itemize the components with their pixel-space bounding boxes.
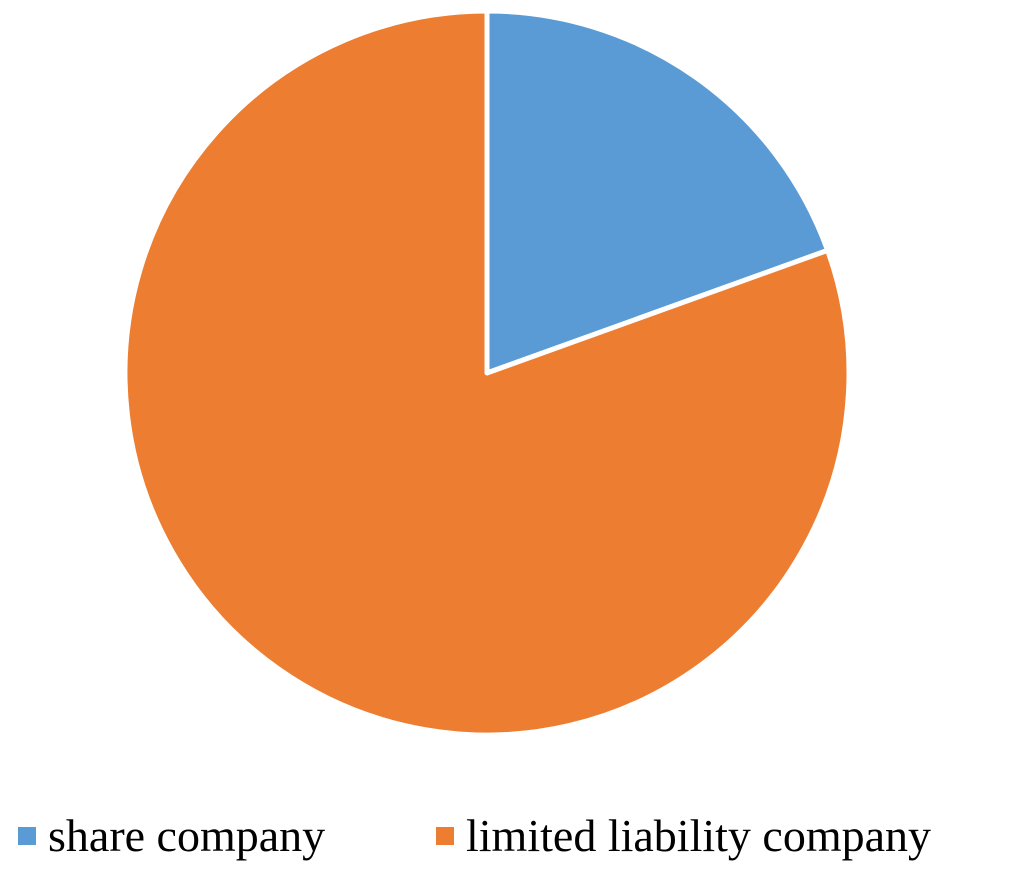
pie-slice-limited-liability-company — [122, 8, 852, 738]
legend-swatch-share-company — [18, 827, 36, 845]
pie-chart — [122, 8, 852, 738]
legend-item-limited-liability-company: limited liability company — [436, 808, 931, 864]
pie-slice-share-company — [484, 8, 831, 376]
legend-label-share-company: share company — [48, 810, 326, 861]
legend: share company limited liability company — [0, 800, 1022, 870]
legend-item-share-company: share company — [18, 808, 325, 864]
legend-swatch-limited-liability-company — [436, 827, 454, 845]
legend-label-limited-liability-company: limited liability company — [466, 810, 932, 861]
